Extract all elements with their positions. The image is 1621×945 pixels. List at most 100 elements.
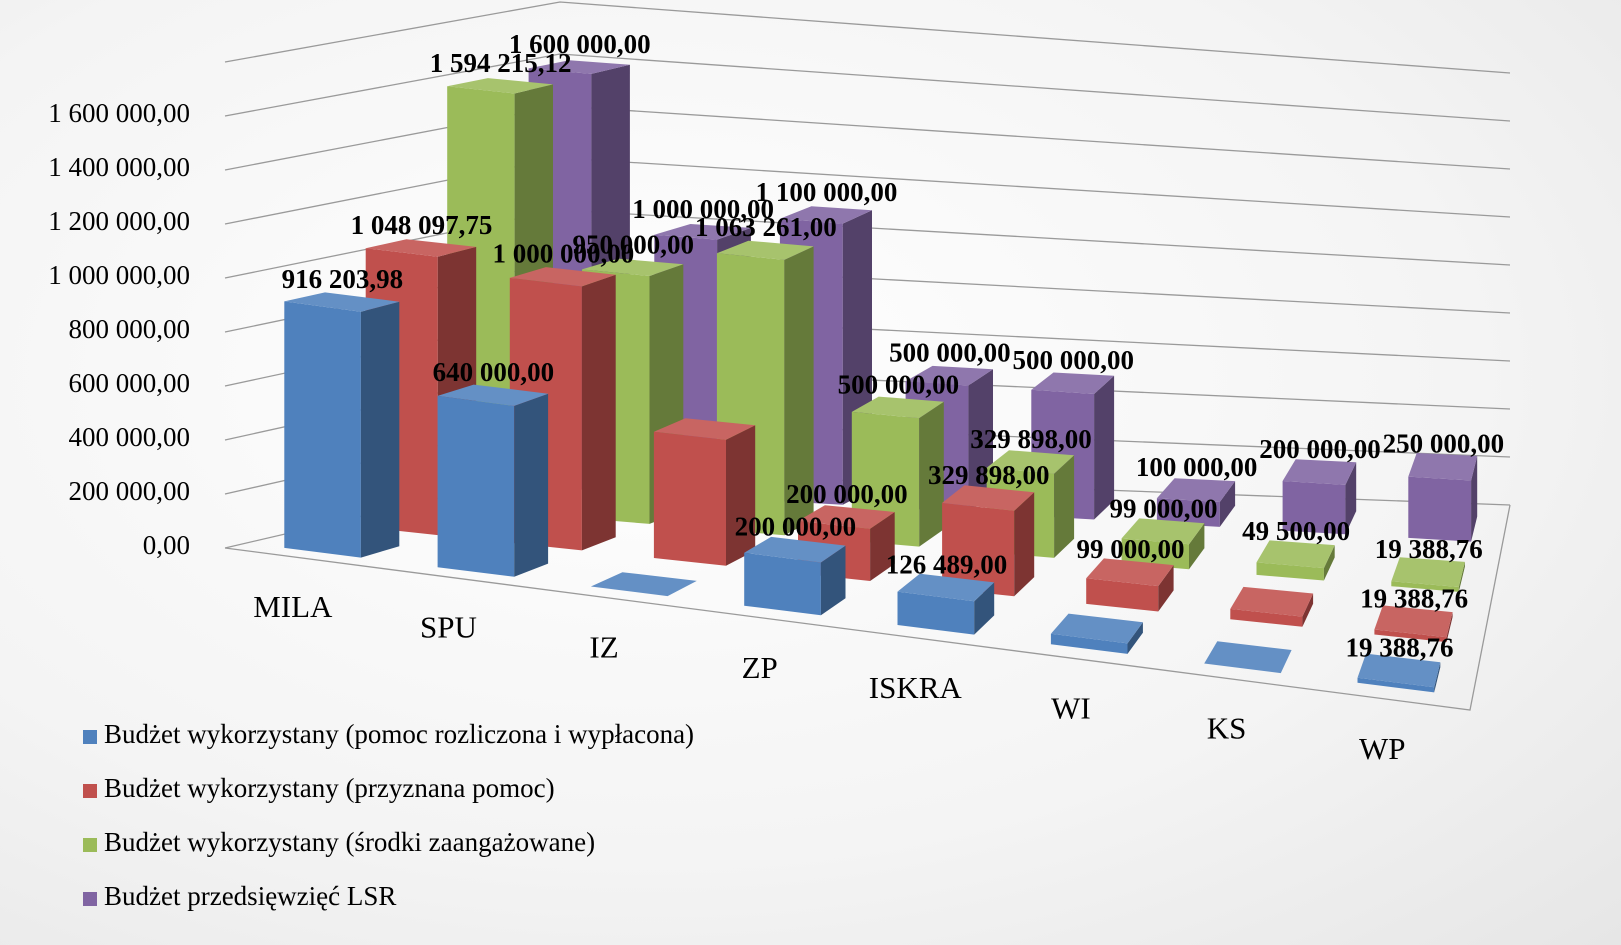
bar-front [897, 591, 975, 635]
data-label: 99 000,00 [1077, 534, 1185, 564]
bar-side [1054, 455, 1075, 558]
y-tick-label: 1 200 000,00 [48, 206, 190, 236]
data-label: 916 203,98 [282, 264, 404, 294]
bar-front [1374, 629, 1447, 643]
data-label: 500 000,00 [838, 369, 960, 399]
grid-line [224, 105, 1511, 171]
legend-swatch [83, 892, 97, 906]
bar-top [437, 384, 549, 406]
data-label: 126 489,00 [886, 549, 1008, 579]
bar-top [447, 78, 553, 94]
x-tick-label: KS [1207, 711, 1247, 746]
bar-top [779, 206, 872, 224]
data-label: 250 000,00 [1383, 429, 1505, 459]
data-label: 1 063 261,00 [695, 212, 837, 242]
bar-top [716, 240, 814, 260]
bar-side [1458, 561, 1465, 592]
bar-side [1094, 375, 1115, 520]
y-tick-label: 0,00 [143, 530, 190, 560]
bar-top [590, 572, 697, 597]
legend-label: Budżet przedsięwzięć LSR [104, 881, 396, 911]
legend-label: Budżet wykorzystany (środki zaangażowane… [104, 827, 595, 857]
bar-top [284, 292, 400, 312]
bar-top [365, 239, 477, 257]
bar-top [1256, 540, 1335, 569]
bar-front [1357, 677, 1435, 693]
data-label: 1 048 097,75 [351, 210, 493, 240]
bar [437, 384, 549, 577]
bar-side [360, 301, 400, 558]
bar-front [1086, 578, 1159, 612]
legend-swatch [83, 838, 97, 852]
bar-front [1050, 633, 1128, 654]
bar [1121, 518, 1205, 570]
bar-side [1471, 456, 1478, 542]
bar-top [509, 267, 616, 287]
bar-top [1121, 518, 1205, 545]
bar-top [1357, 653, 1441, 688]
bar-side [581, 274, 616, 551]
bar [897, 573, 995, 635]
bar [1256, 540, 1335, 581]
data-label: 329 898,00 [970, 424, 1092, 454]
data-label: 950 000,00 [572, 229, 694, 259]
bar [1282, 459, 1357, 535]
bar [590, 572, 697, 597]
bar-top [1156, 478, 1236, 502]
data-label: 329 898,00 [928, 460, 1050, 490]
data-label: 19 388,76 [1375, 534, 1483, 564]
bar-side [1302, 593, 1314, 627]
bar-side [820, 545, 846, 616]
bar-side [974, 582, 995, 635]
bar-side [1323, 545, 1335, 581]
bar-side [1158, 565, 1174, 612]
x-tick-label: SPU [420, 609, 477, 644]
bar-front [1408, 476, 1472, 542]
bar [1050, 613, 1143, 654]
bar-top [897, 573, 995, 602]
bar [1408, 453, 1478, 542]
bar-top [1408, 453, 1478, 481]
bar-top [798, 505, 895, 529]
bar-top [1204, 641, 1292, 674]
x-tick-label: ISKRA [869, 670, 963, 705]
bar-top [582, 258, 684, 276]
data-label: 99 000,00 [1110, 493, 1218, 523]
bar-top [851, 396, 944, 419]
bar-top [653, 418, 756, 440]
data-label: 1 000 000,00 [492, 239, 634, 269]
bar-side [1345, 462, 1357, 535]
legend-swatch [83, 784, 97, 798]
bar-top [654, 224, 751, 240]
bar-side [1446, 612, 1453, 643]
bar-side [1014, 492, 1035, 597]
bar-side [919, 401, 944, 547]
data-label: 500 000,00 [1012, 345, 1134, 375]
bar-top [1050, 613, 1143, 644]
data-label: 49 500,00 [1242, 516, 1350, 546]
x-tick-label: WI [1051, 690, 1091, 725]
grid-line [224, 53, 1511, 122]
data-label: 200 000,00 [1259, 434, 1381, 464]
bar-top [528, 60, 630, 74]
bar-side [514, 393, 549, 577]
data-label: 19 388,76 [1345, 632, 1453, 662]
y-tick-label: 200 000,00 [69, 476, 191, 506]
bar-side [784, 246, 814, 536]
bar-front [1156, 498, 1220, 527]
y-tick-label: 400 000,00 [69, 422, 191, 452]
data-label: 1 100 000,00 [756, 177, 898, 207]
bar [744, 536, 846, 616]
bar-top [986, 450, 1075, 474]
data-label: 200 000,00 [735, 512, 857, 542]
bar-top [1230, 586, 1314, 617]
legend-swatch [83, 730, 97, 744]
y-tick-label: 1 400 000,00 [48, 152, 190, 182]
bar-top [905, 365, 993, 386]
bar-front [284, 301, 361, 558]
data-label: 1 600 000,00 [509, 29, 651, 59]
data-label: 500 000,00 [889, 338, 1011, 368]
bar [1374, 605, 1453, 643]
